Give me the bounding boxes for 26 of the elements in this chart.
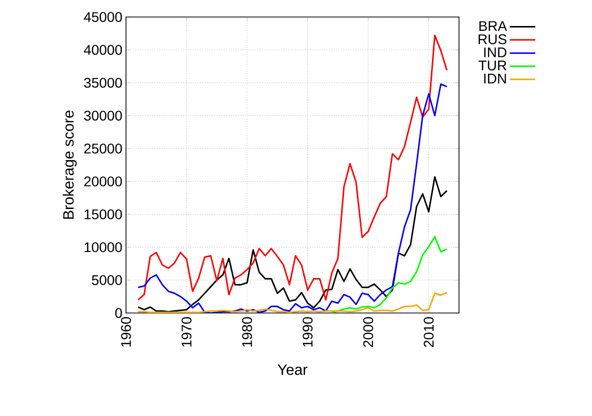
- x-tick-label: 1990: [302, 317, 313, 347]
- y-tick-label: 5000: [92, 275, 122, 286]
- x-tick-label: 1960: [121, 317, 131, 347]
- legend-label: IND: [484, 48, 506, 58]
- y-tick-label: 25000: [84, 144, 122, 154]
- y-tick-label: 0: [115, 308, 122, 318]
- x-axis-title: Year: [278, 364, 308, 375]
- y-tick-label: 10000: [84, 242, 122, 252]
- legend-label: IDN: [484, 74, 506, 84]
- x-tick-label: 2010: [424, 317, 434, 347]
- y-tick-label: 45000: [84, 12, 122, 22]
- y-tick-label: 40000: [84, 44, 122, 55]
- y-axis-title: Brokerage score: [62, 110, 77, 219]
- x-tick-label: 1980: [242, 317, 252, 347]
- y-tick-label: 20000: [84, 176, 122, 186]
- y-tick-label: 30000: [84, 110, 122, 121]
- line-series: [331, 236, 448, 313]
- legend-label: TUR: [478, 60, 506, 70]
- legend-label: BRA: [479, 21, 508, 31]
- line-series: [137, 34, 448, 301]
- y-tick-label: 15000: [84, 209, 122, 220]
- y-tick-label: 35000: [84, 78, 122, 88]
- line-series: [137, 83, 448, 313]
- legend-label: RUS: [478, 34, 506, 44]
- x-tick-label: 2000: [363, 317, 374, 347]
- x-tick-label: 1970: [182, 317, 192, 347]
